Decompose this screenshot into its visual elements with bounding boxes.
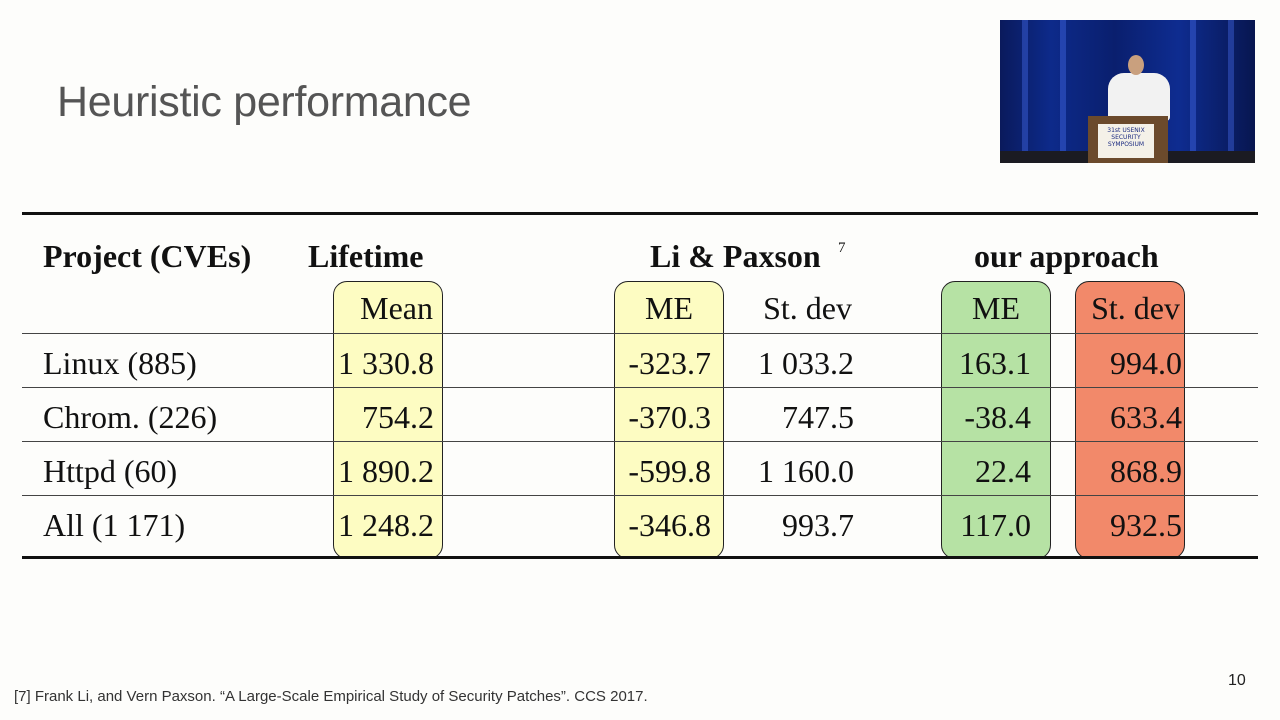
footnote-citation: [7] Frank Li, and Vern Paxson. “A Large-… <box>14 688 648 705</box>
table-row-mean: 1 330.8 <box>338 345 434 381</box>
table-row-our-sd: 868.9 <box>1110 453 1182 489</box>
header-li-paxson: Li & Paxson <box>650 238 821 274</box>
table-row-divider <box>22 333 1258 334</box>
table-row-our-me: 163.1 <box>959 345 1031 381</box>
table-row-lp-me: -346.8 <box>628 507 711 543</box>
table-row-lp-sd: 993.7 <box>782 507 854 543</box>
table-row-project: Chrom. (226) <box>43 399 218 435</box>
highlight-lifetime-mean <box>333 281 443 559</box>
speaker-figure <box>1108 73 1170 121</box>
header-li-paxson-ref: 7 <box>838 240 846 256</box>
table-row-project: Httpd (60) <box>43 453 178 489</box>
table-row-lp-me: -370.3 <box>628 399 711 435</box>
highlight-our-sd <box>1075 281 1185 559</box>
table-bottom-rule <box>22 556 1258 559</box>
table-row-project: Linux (885) <box>43 345 197 381</box>
header-our-approach: our approach <box>974 238 1159 274</box>
header-project: Project (CVEs) <box>43 238 252 274</box>
table-row-lp-me: -323.7 <box>628 345 711 381</box>
subheader-lifetime-mean: Mean <box>360 290 433 326</box>
table-row-lp-sd: 747.5 <box>782 399 854 435</box>
table-row-our-sd: 932.5 <box>1110 507 1182 543</box>
table-top-rule <box>22 212 1258 215</box>
podium-sign: 31st USENIX SECURITY SYMPOSIUM <box>1098 124 1154 158</box>
table-row-our-me: 117.0 <box>960 507 1031 543</box>
table-row-our-sd: 994.0 <box>1110 345 1182 381</box>
table-row-lp-sd: 1 033.2 <box>758 345 854 381</box>
highlight-our-me <box>941 281 1051 559</box>
table-row-mean: 1 890.2 <box>338 453 434 489</box>
speaker-video-thumbnail: 31st USENIX SECURITY SYMPOSIUM <box>1000 20 1255 163</box>
table-row-our-me: -38.4 <box>964 399 1031 435</box>
header-lifetime: Lifetime <box>308 238 424 274</box>
table-row-divider <box>22 495 1258 496</box>
table-row-divider <box>22 387 1258 388</box>
subheader-our-sd: St. dev <box>1091 290 1180 326</box>
table-row-our-sd: 633.4 <box>1110 399 1182 435</box>
table-row-lp-sd: 1 160.0 <box>758 453 854 489</box>
table-row-mean: 1 248.2 <box>338 507 434 543</box>
table-row-our-me: 22.4 <box>975 453 1031 489</box>
table-row-mean: 754.2 <box>362 399 434 435</box>
subheader-lp-me: ME <box>645 290 693 326</box>
table-row-divider <box>22 441 1258 442</box>
table-row-lp-me: -599.8 <box>628 453 711 489</box>
slide-title: Heuristic performance <box>57 78 472 126</box>
subheader-our-me: ME <box>972 290 1020 326</box>
page-number: 10 <box>1228 672 1246 689</box>
table-row-project: All (1 171) <box>43 507 186 543</box>
subheader-lp-sd: St. dev <box>763 290 852 326</box>
